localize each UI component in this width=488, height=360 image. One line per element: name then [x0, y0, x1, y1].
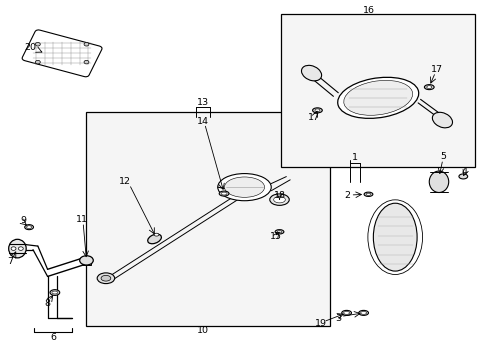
Ellipse shape — [372, 203, 416, 271]
Text: 9: 9 — [20, 216, 26, 225]
Ellipse shape — [101, 275, 111, 281]
Text: 5: 5 — [439, 152, 445, 161]
Bar — [281, 14, 474, 167]
Text: 10: 10 — [197, 326, 209, 335]
Text: 11: 11 — [76, 215, 87, 224]
Ellipse shape — [50, 290, 60, 296]
Ellipse shape — [337, 77, 418, 118]
Text: 7: 7 — [7, 257, 13, 266]
Ellipse shape — [343, 311, 349, 314]
Text: 16: 16 — [362, 6, 374, 15]
Ellipse shape — [360, 311, 366, 314]
Ellipse shape — [314, 109, 319, 112]
Text: 2: 2 — [344, 190, 350, 199]
Ellipse shape — [97, 273, 115, 284]
Text: 12: 12 — [119, 177, 131, 186]
Ellipse shape — [458, 174, 467, 179]
Text: 15: 15 — [269, 232, 282, 241]
Ellipse shape — [52, 291, 58, 294]
Ellipse shape — [301, 66, 321, 81]
Ellipse shape — [358, 310, 368, 315]
Text: 1: 1 — [352, 153, 358, 162]
Text: 17: 17 — [429, 65, 442, 74]
Text: 4: 4 — [460, 167, 467, 176]
Ellipse shape — [80, 256, 93, 265]
Ellipse shape — [84, 42, 89, 46]
Ellipse shape — [147, 234, 161, 244]
Text: 19: 19 — [315, 319, 326, 328]
Ellipse shape — [35, 42, 40, 46]
Ellipse shape — [273, 197, 285, 203]
Ellipse shape — [224, 177, 264, 197]
Ellipse shape — [269, 194, 288, 205]
Ellipse shape — [35, 60, 40, 64]
Ellipse shape — [9, 239, 26, 258]
Text: 20: 20 — [24, 42, 37, 51]
Text: 13: 13 — [197, 98, 209, 107]
Ellipse shape — [426, 86, 431, 89]
Bar — [81, 257, 91, 265]
Text: 6: 6 — [50, 333, 56, 342]
Ellipse shape — [424, 85, 433, 90]
Ellipse shape — [277, 231, 282, 233]
Ellipse shape — [84, 60, 89, 64]
Text: 14: 14 — [197, 117, 209, 126]
Ellipse shape — [364, 192, 372, 197]
Bar — [86, 112, 329, 327]
Text: 18: 18 — [273, 190, 285, 199]
Ellipse shape — [275, 230, 284, 234]
Text: 3: 3 — [334, 314, 340, 323]
Ellipse shape — [19, 247, 23, 250]
Ellipse shape — [428, 171, 448, 193]
Ellipse shape — [341, 310, 351, 315]
Text: 17: 17 — [307, 113, 319, 122]
Ellipse shape — [154, 233, 159, 236]
Ellipse shape — [221, 192, 226, 195]
Ellipse shape — [25, 225, 33, 230]
Ellipse shape — [217, 174, 271, 201]
Ellipse shape — [27, 226, 31, 229]
Ellipse shape — [366, 193, 370, 195]
Ellipse shape — [11, 247, 16, 250]
Ellipse shape — [343, 80, 412, 115]
FancyBboxPatch shape — [22, 30, 102, 77]
Ellipse shape — [431, 112, 451, 128]
Text: 8: 8 — [44, 299, 50, 308]
Ellipse shape — [219, 191, 228, 196]
Ellipse shape — [312, 108, 322, 113]
